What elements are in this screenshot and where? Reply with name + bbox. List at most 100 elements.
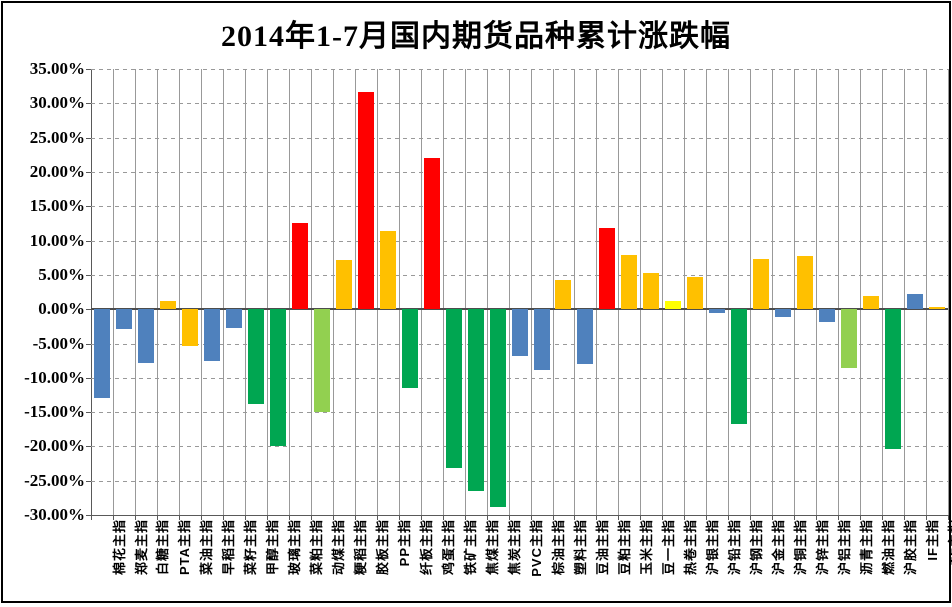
y-label-0: 0.00%	[3, 299, 85, 319]
y-tick-30	[86, 103, 91, 104]
gridline-h-5	[91, 275, 948, 276]
y-label-30: 30.00%	[3, 93, 85, 113]
gridline-v-37	[904, 69, 905, 515]
gridline-h-30	[91, 103, 948, 104]
gridline-v-30	[750, 69, 751, 515]
gridline-v-32	[794, 69, 795, 515]
gridline-v-18	[487, 69, 488, 515]
x-label-豆油主指: 豆油主指	[594, 519, 611, 607]
y-label--5: -5.00%	[3, 334, 85, 354]
bar-燃油主指	[863, 296, 879, 309]
gridline-v-36	[882, 69, 883, 515]
bar-TF主指	[929, 307, 945, 309]
bar-沪金主指	[753, 259, 769, 309]
gridline-h--10	[91, 378, 948, 379]
gridline-v-24	[618, 69, 619, 515]
gridline-v-12	[355, 69, 356, 515]
gridline-v-20	[531, 69, 532, 515]
bar-菜油主指	[182, 309, 198, 346]
y-label-5: 5.00%	[3, 265, 85, 285]
bar-玻璃主指	[270, 309, 286, 446]
bar-PP主指	[380, 231, 396, 309]
gridline-v-31	[772, 69, 773, 515]
y-axis-line	[91, 69, 92, 515]
x-label-PTA主指: PTA主指	[176, 519, 193, 607]
x-label-纤板主指: 纤板主指	[418, 519, 435, 607]
y-label--30: -30.00%	[3, 505, 85, 525]
gridline-v-13	[377, 69, 378, 515]
gridline-v-1	[113, 69, 114, 515]
gridline-h-35	[91, 69, 948, 70]
bar-沪胶主指	[885, 309, 901, 449]
gridline-h--25	[91, 481, 948, 482]
gridline-v-23	[596, 69, 597, 515]
gridline-h--20	[91, 446, 948, 447]
x-label-沪金主指: 沪金主指	[770, 519, 787, 607]
bar-沪银主指	[687, 277, 703, 309]
gridline-v-34	[838, 69, 839, 515]
x-label-燃油主指: 燃油主指	[880, 519, 897, 607]
bar-铁矿主指	[446, 309, 462, 468]
bar-chart: 2014年1-7月国内期货品种累计涨跌幅 35.00%30.00%25.00%2…	[3, 3, 949, 601]
bar-焦煤主指	[468, 309, 484, 491]
bar-早稻主指	[204, 309, 220, 361]
gridline-v-16	[443, 69, 444, 515]
bar-棉花主指	[94, 309, 110, 398]
x-label-胶板主指: 胶板主指	[374, 519, 391, 607]
bar-沪钢主指	[731, 309, 747, 424]
gridline-v-10	[311, 69, 312, 515]
gridline-v-35	[860, 69, 861, 515]
bar-豆粕主指	[599, 228, 615, 309]
y-tick--30	[86, 515, 91, 516]
bar-沪铅主指	[709, 309, 725, 312]
x-label-热卷主指: 热卷主指	[682, 519, 699, 607]
gridline-h-15	[91, 206, 948, 207]
y-tick--15	[86, 412, 91, 413]
y-label-10: 10.00%	[3, 231, 85, 251]
gridline-v-26	[662, 69, 663, 515]
y-label-15: 15.00%	[3, 196, 85, 216]
x-label-菜油主指: 菜油主指	[198, 519, 215, 607]
y-tick-25	[86, 138, 91, 139]
x-label-焦煤主指: 焦煤主指	[484, 519, 501, 607]
gridline-h--15	[91, 412, 948, 413]
bar-玉米主指	[621, 255, 637, 309]
x-label-粳稻主指: 粳稻主指	[352, 519, 369, 607]
bar-沪锌主指	[797, 256, 813, 310]
gridline-v-33	[816, 69, 817, 515]
gridline-v-4	[179, 69, 180, 515]
x-label-沪铅主指: 沪铅主指	[726, 519, 743, 607]
bar-郑麦主指	[116, 309, 132, 329]
y-label-20: 20.00%	[3, 162, 85, 182]
x-label-郑麦主指: 郑麦主指	[133, 519, 150, 607]
gridline-v-29	[728, 69, 729, 515]
x-axis-line	[91, 515, 948, 516]
chart-title: 2014年1-7月国内期货品种累计涨跌幅	[3, 11, 949, 55]
gridline-v-17	[465, 69, 466, 515]
x-label-沪铝主指: 沪铝主指	[836, 519, 853, 607]
bar-白糖主指	[138, 309, 154, 363]
y-tick-20	[86, 172, 91, 173]
x-label-棕油主指: 棕油主指	[550, 519, 567, 607]
gridline-v-8	[267, 69, 268, 515]
bar-鸡蛋主指	[424, 158, 440, 310]
x-label-沪锌主指: 沪锌主指	[814, 519, 831, 607]
y-label-35: 35.00%	[3, 59, 85, 79]
gridline-v-2	[135, 69, 136, 515]
y-label--15: -15.00%	[3, 402, 85, 422]
bar-焦炭主指	[490, 309, 506, 507]
y-tick-5	[86, 275, 91, 276]
y-tick-10	[86, 241, 91, 242]
x-label-早稻主指: 早稻主指	[220, 519, 237, 607]
bar-塑料主指	[555, 280, 571, 310]
x-label-IF主指: IF主指	[924, 519, 941, 607]
gridline-v-38	[926, 69, 927, 515]
x-label-菜籽主指: 菜籽主指	[242, 519, 259, 607]
y-label--10: -10.00%	[3, 368, 85, 388]
x-label-TF主指: TF主指	[946, 519, 952, 607]
x-label-白糖主指: 白糖主指	[154, 519, 171, 607]
bar-豆油主指	[577, 309, 593, 364]
x-label-沪胶主指: 沪胶主指	[902, 519, 919, 607]
bar-沪铜主指	[775, 309, 791, 317]
y-tick-35	[86, 69, 91, 70]
